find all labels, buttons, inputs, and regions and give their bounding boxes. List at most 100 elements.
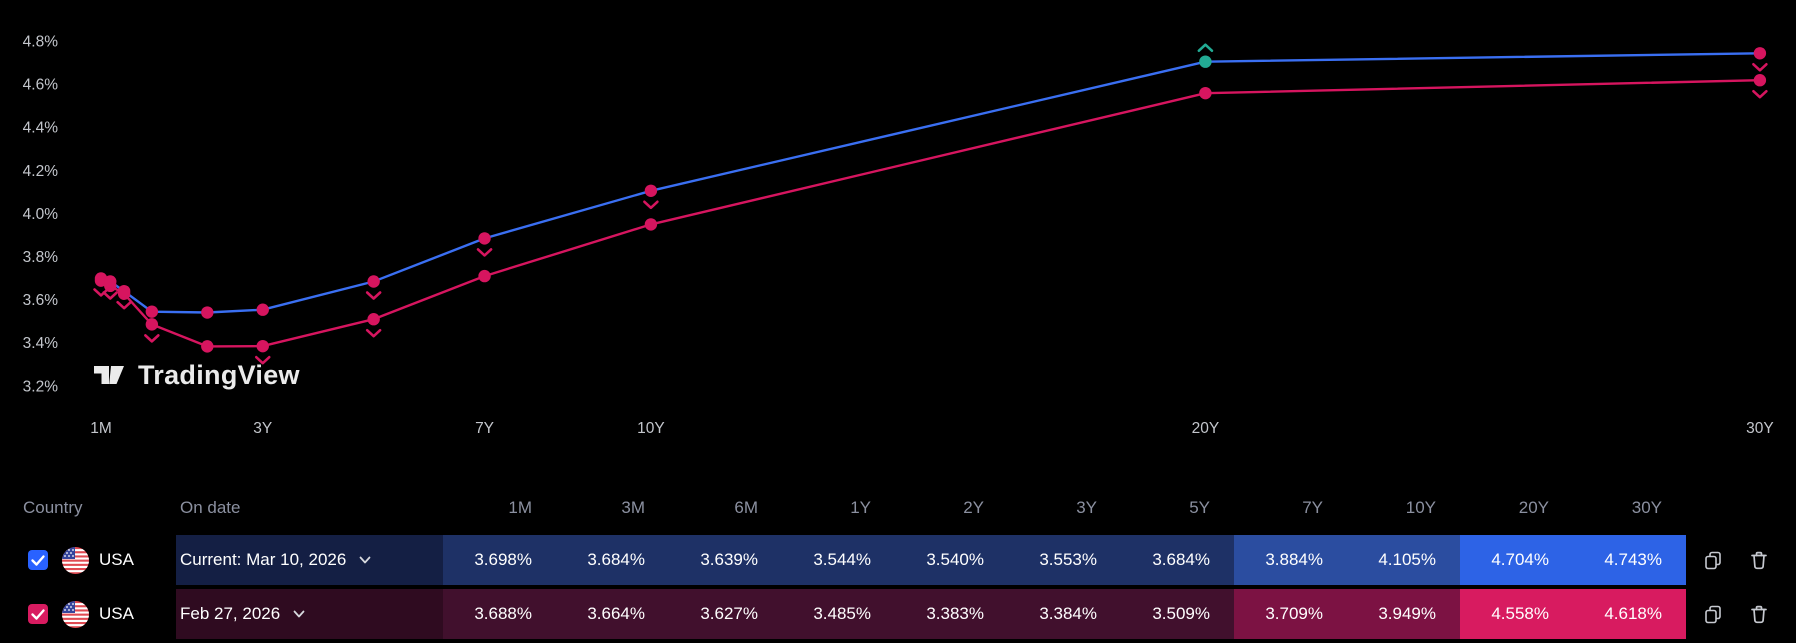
yield-curve-chart: 4.8% 4.6% 4.4% 4.2% 4.0% 3.8% 3.6% 3.4% 3.2% 1M 3Y… — [23, 34, 1774, 438]
change-down-icon — [102, 291, 119, 300]
y-axis-label: 4.2% — [23, 163, 59, 180]
change-down-icon — [116, 300, 132, 310]
data-point[interactable] — [478, 232, 491, 245]
data-point[interactable] — [367, 275, 380, 288]
change-down-icon — [1752, 62, 1768, 72]
date-cell: Current: Mar 10, 2026 — [176, 535, 443, 585]
change-down-icon — [1752, 89, 1768, 99]
country-cell: USA — [58, 589, 176, 639]
data-point[interactable] — [145, 305, 159, 318]
col-7Y: 7Y — [1302, 498, 1323, 517]
cell-20Y-value: 4.558% — [1460, 589, 1573, 639]
table-body: USA Current: Mar 10, 2026 3.698% 3.684% 3.63… — [0, 535, 1796, 639]
col-3M: 3M — [621, 498, 645, 517]
cell-30Y-value: 4.743% — [1573, 535, 1686, 585]
table-header: Country On date 1M 3M 6M 1Y 2Y 3Y 5Y 7Y 10Y 20Y 30Y — [0, 485, 1796, 531]
cell-2Y-value: 3.540% — [895, 535, 1008, 585]
data-point[interactable] — [644, 218, 658, 231]
chart-canvas: 4.8% 4.6% 4.4% 4.2% 4.0% 3.8% 3.6% 3.4% 3.2% 1M 3Y… — [23, 34, 1774, 438]
cell-6M-value: 3.639% — [669, 535, 782, 585]
y-axis-label: 3.8% — [23, 249, 59, 266]
col-20Y: 20Y — [1518, 498, 1549, 517]
x-axis-label: 3Y — [253, 420, 272, 437]
cell-1M-value: 3.698% — [443, 535, 556, 585]
y-axis: 4.8% 4.6% 4.4% 4.2% 4.0% 3.8% 3.6% 3.4% 3.2% — [23, 34, 59, 396]
date-dropdown[interactable]: Feb 27, 2026 — [180, 604, 306, 624]
cell-1Y-value: 3.544% — [782, 535, 895, 585]
cell-7Y-value: 3.884% — [1234, 535, 1347, 585]
change-down-icon — [254, 355, 271, 365]
cell-1M-value: 3.688% — [443, 589, 556, 639]
data-point[interactable] — [478, 269, 491, 283]
delete-button[interactable] — [1746, 547, 1772, 573]
cell-20Y-value: 4.704% — [1460, 535, 1573, 585]
cell-7Y-value: 3.709% — [1234, 589, 1347, 639]
date-label: Feb 27, 2026 — [180, 604, 281, 623]
country-label: USA — [99, 550, 134, 569]
col-3Y: 3Y — [1076, 498, 1097, 517]
data-point[interactable] — [117, 284, 131, 298]
x-axis-label: 7Y — [475, 420, 494, 437]
trash-icon — [1751, 605, 1767, 624]
series-points — [93, 43, 1768, 319]
row-checkbox[interactable] — [28, 604, 48, 624]
col-2Y: 2Y — [963, 498, 984, 517]
change-down-icon — [144, 334, 160, 343]
copy-button[interactable] — [1700, 547, 1726, 573]
checkbox-cell — [0, 535, 58, 585]
data-point[interactable] — [1753, 47, 1767, 60]
x-axis-label: 20Y — [1192, 420, 1220, 437]
data-point[interactable] — [644, 184, 658, 197]
cell-2Y-value: 3.383% — [895, 589, 1008, 639]
x-axis-label: 1M — [90, 420, 112, 437]
data-point[interactable] — [104, 275, 117, 288]
data-point[interactable] — [256, 303, 269, 316]
y-axis-label: 3.2% — [23, 378, 59, 395]
row-actions — [1686, 589, 1796, 639]
date-dropdown[interactable]: Current: Mar 10, 2026 — [180, 550, 372, 570]
data-point[interactable] — [145, 318, 159, 331]
trash-icon — [1751, 551, 1767, 570]
y-axis-label: 4.4% — [23, 120, 59, 137]
row-checkbox[interactable] — [28, 550, 48, 570]
y-axis-label: 3.4% — [23, 335, 59, 352]
data-point[interactable] — [1199, 55, 1212, 68]
col-1M: 1M — [508, 498, 532, 517]
check-icon — [31, 609, 45, 620]
row-actions — [1686, 535, 1796, 585]
cell-10Y-value: 4.105% — [1347, 535, 1460, 585]
copy-button[interactable] — [1700, 601, 1726, 627]
country-cell: USA — [58, 535, 176, 585]
data-point[interactable] — [1753, 74, 1767, 87]
cell-6M-value: 3.627% — [669, 589, 782, 639]
cell-10Y-value: 3.949% — [1347, 589, 1460, 639]
data-point[interactable] — [367, 313, 380, 326]
col-10Y: 10Y — [1405, 498, 1436, 517]
y-axis-label: 4.8% — [23, 34, 59, 51]
data-point[interactable] — [256, 339, 269, 353]
x-axis: 1M 3Y 7Y 10Y 20Y 30Y — [90, 420, 1773, 437]
change-down-icon — [643, 200, 659, 210]
tradingview-watermark-text: TradingView — [138, 359, 300, 390]
usa-flag-icon — [62, 600, 89, 628]
col-country: Country — [23, 498, 83, 517]
cell-5Y-value: 3.684% — [1121, 535, 1234, 585]
usa-flag-icon — [62, 546, 89, 574]
data-point[interactable] — [201, 340, 214, 353]
curves-table: Country On date 1M 3M 6M 1Y 2Y 3Y 5Y 7Y 10Y 20Y 30Y … — [0, 485, 1796, 639]
col-6M: 6M — [734, 498, 758, 517]
country-label: USA — [99, 604, 134, 623]
col-1Y: 1Y — [850, 498, 871, 517]
cell-30Y-value: 4.618% — [1573, 589, 1686, 639]
cell-3Y-value: 3.553% — [1008, 535, 1121, 585]
date-label: Current: Mar 10, 2026 — [180, 550, 347, 569]
curve-row-0: USA Current: Mar 10, 2026 3.698% 3.684% 3.63… — [0, 535, 1796, 585]
data-point[interactable] — [201, 306, 214, 319]
delete-button[interactable] — [1746, 601, 1772, 627]
col-5Y: 5Y — [1189, 498, 1210, 517]
cell-3M-value: 3.664% — [556, 589, 669, 639]
y-axis-label: 4.0% — [23, 206, 59, 223]
data-point[interactable] — [1199, 86, 1212, 100]
series-points — [94, 74, 1768, 365]
